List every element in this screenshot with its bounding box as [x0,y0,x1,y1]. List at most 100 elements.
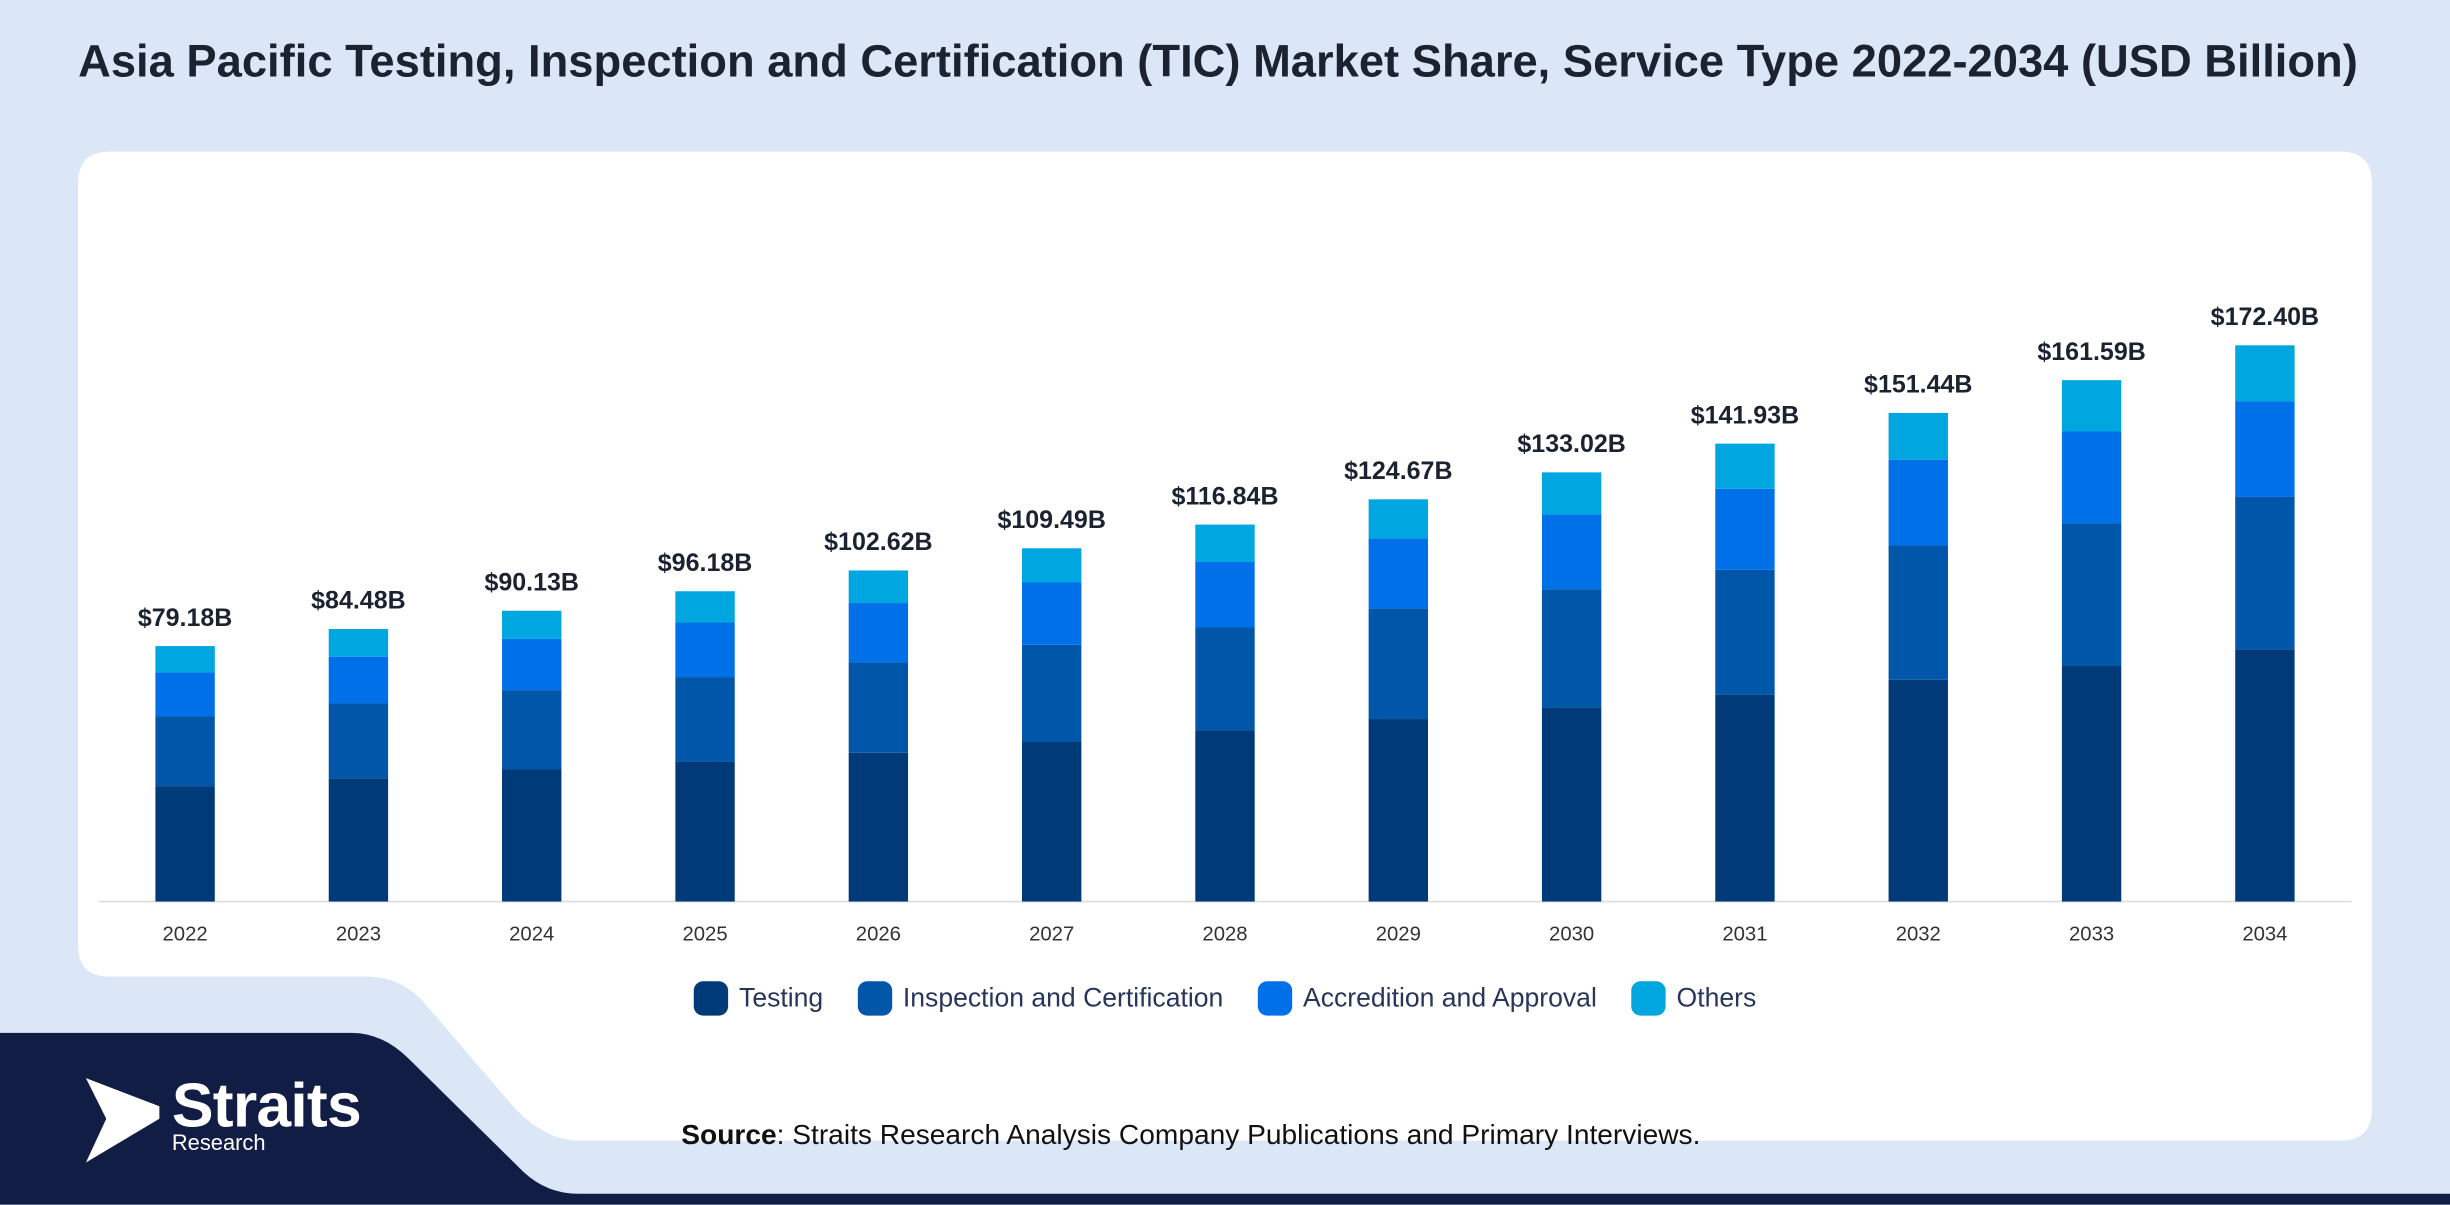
x-tick-label: 2026 [856,924,901,946]
bar-segment [1715,443,1775,489]
legend-label: Inspection and Certification [902,982,1224,1013]
bar-segment [675,622,735,678]
legend-swatch [1631,981,1666,1016]
bar-segment [1715,488,1775,570]
total-label: $79.18B [138,604,233,632]
bar-segment [2061,431,2122,524]
bar-segment [848,662,909,753]
bar-segment [1541,707,1602,902]
footer-band [0,1032,2450,1205]
bar-segment [2235,496,2295,650]
bar-segment [848,752,909,902]
source-label: Source [681,1118,777,1150]
x-tick-label: 2029 [1376,924,1421,946]
plot: $79.18B 2022 $84.48B 2023 $90.13B 2024 $96.18B… [138,303,2319,946]
bar-segment [675,761,735,902]
x-tick-label: 2028 [1202,924,1247,946]
bar-segment [2061,380,2122,432]
total-label: $124.67B [1344,457,1452,485]
logo-icon [85,1078,160,1163]
legend-label: Others [1676,982,1757,1013]
bar-segment [1888,459,1948,546]
bar-segment [328,703,389,779]
bar-segment [1195,730,1255,902]
total-label: $102.62B [824,528,932,556]
total-label: $161.59B [2037,338,2145,366]
legend-swatch [857,981,892,1016]
total-label: $109.49B [997,506,1105,534]
bar-segment [155,786,215,902]
bar-segment [2235,649,2295,902]
bar-segment [2061,523,2122,666]
bar-segment [675,591,735,623]
x-tick-label: 2027 [1029,924,1074,946]
bar-segment [675,677,735,762]
bar-segment [1715,694,1775,902]
total-label: $84.48B [311,587,406,615]
bar-segment [502,690,562,770]
total-label: $172.40B [2211,303,2319,331]
x-tick-label: 2025 [682,924,727,946]
bar-segment [1195,562,1255,628]
bar-segment [2235,401,2295,497]
brand-name: Straits [171,1071,362,1141]
bar-segment [1541,589,1602,708]
bar-segment [1021,644,1082,742]
bar-segment [848,603,909,663]
bar-segment [155,646,215,673]
bar-segment [2235,345,2295,402]
source: Source: Straits Research Analysis Compan… [681,1119,1700,1152]
legend-swatch [1257,981,1293,1016]
x-tick-label: 2031 [1722,924,1767,946]
x-tick-label: 2023 [336,924,381,946]
total-label: $141.93B [1691,401,1799,429]
legend-item: Testing [693,981,824,1016]
bar-segment [502,638,562,691]
bar-segment [848,570,909,604]
x-tick-label: 2022 [163,924,208,946]
bar-segment [328,778,389,902]
brand-sub: Research [171,1129,266,1155]
legend-item: Accredition and Approval [1257,981,1597,1016]
x-tick-label: 2024 [509,924,554,946]
brand: Straits Research [171,1071,362,1155]
legend-swatch [693,981,729,1016]
bar-segment [155,672,215,717]
bar-segment [1888,412,1948,460]
bar-segment [1541,472,1602,515]
bar-segment [328,628,389,657]
bar-segment [1888,545,1948,680]
bar-segment [1195,524,1255,563]
bar-segment [1195,627,1255,731]
bar-segment [502,610,562,639]
total-label: $90.13B [484,568,579,596]
x-tick-label: 2034 [2242,924,2287,946]
legend-item: Others [1631,981,1757,1016]
bar-segment [1021,582,1082,645]
source-text: : Straits Research Analysis Company Publ… [776,1118,1701,1150]
total-label: $133.02B [1517,430,1625,458]
x-tick-label: 2030 [1549,924,1594,946]
bar-segment [2061,665,2122,902]
bar-segment [1541,514,1602,590]
bar-segment [1888,679,1948,902]
bar-segment [1368,538,1429,609]
total-label: $116.84B [1171,482,1278,510]
bar-segment [328,656,389,704]
chart-title: Asia Pacific Testing, Inspection and Cer… [78,37,2358,88]
x-tick-label: 2033 [2069,924,2114,946]
bar-segment [1021,548,1082,583]
bar-segment [1368,719,1429,902]
bar-segment [1021,741,1082,902]
bar-segment [1368,499,1429,539]
bar-segment [155,716,215,787]
total-label: $96.18B [658,549,753,577]
legend-label: Accredition and Approval [1303,982,1597,1013]
legend-label: Testing [739,982,824,1013]
bar-segment [502,769,562,902]
x-tick-label: 2032 [1896,924,1941,946]
total-label: $151.44B [1864,371,1972,399]
